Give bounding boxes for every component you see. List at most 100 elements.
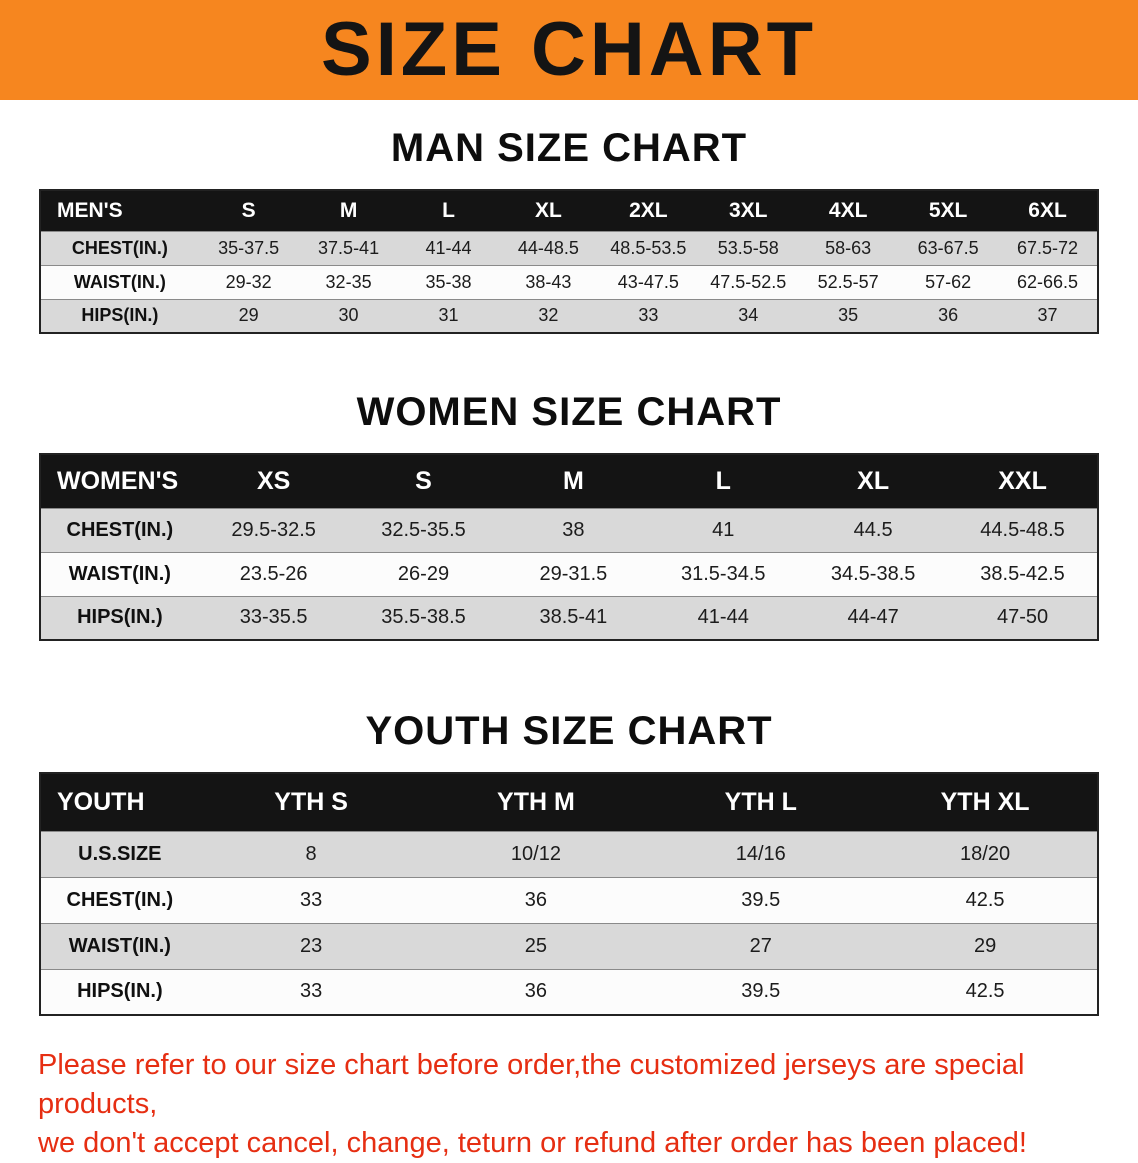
disclaimer: Please refer to our size chart before or… xyxy=(38,1046,1100,1163)
size-value-cell: 42.5 xyxy=(873,968,1098,1015)
size-value-cell: 33 xyxy=(198,968,424,1015)
size-column-header: YTH M xyxy=(423,773,649,831)
table-row: WAIST(IN.) 23 25 27 29 xyxy=(40,922,1098,969)
size-column-header: XL xyxy=(798,454,949,508)
size-value-cell: 63-67.5 xyxy=(898,230,999,265)
table-corner-label: MEN'S xyxy=(40,190,199,231)
size-table: YOUTH YTH S YTH M YTH L YTH XL U.S.SIZE 8 10/12… xyxy=(39,772,1099,1016)
size-value-cell: 39.5 xyxy=(648,968,874,1015)
size-value-cell: 38-43 xyxy=(498,264,599,299)
size-value-cell: 26-29 xyxy=(348,551,499,596)
table-row: CHEST(IN.) 29.5-32.5 32.5-35.5 38 41 44.5 44.5… xyxy=(40,507,1098,552)
size-section-1: WOMEN SIZE CHART WOMEN'S XS S M L XL XXL CHEST(I… xyxy=(0,390,1138,641)
size-section-2: YOUTH SIZE CHART YOUTH YTH S YTH M YTH L YTH … xyxy=(0,709,1138,1016)
table-header-row: MEN'S S M L XL 2XL 3XL 4XL 5XL 6XL xyxy=(40,190,1098,231)
table-row: U.S.SIZE 8 10/12 14/16 18/20 xyxy=(40,830,1098,877)
size-column-header: M xyxy=(298,190,399,231)
table-row: WAIST(IN.) 29-32 32-35 35-38 38-43 43-47.5 47.… xyxy=(40,264,1098,299)
row-label: CHEST(IN.) xyxy=(40,876,199,923)
size-column-header: 4XL xyxy=(798,190,899,231)
table-header-row: YOUTH YTH S YTH M YTH L YTH XL xyxy=(40,773,1098,831)
size-value-cell: 36 xyxy=(423,876,649,923)
size-value-cell: 48.5-53.5 xyxy=(598,230,699,265)
table-row: WAIST(IN.) 23.5-26 26-29 29-31.5 31.5-34.5 34… xyxy=(40,551,1098,596)
size-value-cell: 32-35 xyxy=(298,264,399,299)
table-row: HIPS(IN.) 33-35.5 35.5-38.5 38.5-41 41-44 44-… xyxy=(40,595,1098,640)
table-row: HIPS(IN.) 33 36 39.5 42.5 xyxy=(40,968,1098,1015)
size-value-cell: 29-32 xyxy=(198,264,299,299)
size-value-cell: 33 xyxy=(598,298,699,333)
size-value-cell: 67.5-72 xyxy=(998,230,1098,265)
row-label: CHEST(IN.) xyxy=(40,230,199,265)
row-label: HIPS(IN.) xyxy=(40,968,199,1015)
size-value-cell: 44-48.5 xyxy=(498,230,599,265)
section-title: WOMEN SIZE CHART xyxy=(356,390,782,434)
table-row: CHEST(IN.) 33 36 39.5 42.5 xyxy=(40,876,1098,923)
size-value-cell: 44.5-48.5 xyxy=(948,507,1098,552)
size-column-header: M xyxy=(498,454,649,508)
size-value-cell: 35-38 xyxy=(398,264,499,299)
size-value-cell: 58-63 xyxy=(798,230,899,265)
size-value-cell: 53.5-58 xyxy=(698,230,799,265)
size-value-cell: 29 xyxy=(198,298,299,333)
row-label: WAIST(IN.) xyxy=(40,922,199,969)
size-value-cell: 47.5-52.5 xyxy=(698,264,799,299)
size-value-cell: 52.5-57 xyxy=(798,264,899,299)
size-value-cell: 44.5 xyxy=(798,507,949,552)
page-title: SIZE CHART xyxy=(321,7,817,92)
size-value-cell: 29-31.5 xyxy=(498,551,649,596)
size-value-cell: 41-44 xyxy=(398,230,499,265)
row-label: HIPS(IN.) xyxy=(40,595,199,640)
size-value-cell: 10/12 xyxy=(423,830,649,877)
size-value-cell: 38.5-41 xyxy=(498,595,649,640)
banner: SIZE CHART xyxy=(0,0,1138,100)
size-value-cell: 29 xyxy=(873,922,1098,969)
size-value-cell: 29.5-32.5 xyxy=(198,507,349,552)
size-value-cell: 37.5-41 xyxy=(298,230,399,265)
size-value-cell: 41-44 xyxy=(648,595,799,640)
size-value-cell: 41 xyxy=(648,507,799,552)
size-value-cell: 25 xyxy=(423,922,649,969)
size-value-cell: 34.5-38.5 xyxy=(798,551,949,596)
table-corner-label: YOUTH xyxy=(40,773,199,831)
size-column-header: XXL xyxy=(948,454,1098,508)
table-row: CHEST(IN.) 35-37.5 37.5-41 41-44 44-48.5 48.5… xyxy=(40,230,1098,265)
size-value-cell: 36 xyxy=(423,968,649,1015)
size-chart-sections: MAN SIZE CHART MEN'S S M L XL 2XL 3XL 4XL 5XL 6XL C… xyxy=(0,126,1138,1016)
size-value-cell: 34 xyxy=(698,298,799,333)
size-value-cell: 30 xyxy=(298,298,399,333)
size-value-cell: 62-66.5 xyxy=(998,264,1098,299)
size-value-cell: 35.5-38.5 xyxy=(348,595,499,640)
size-value-cell: 38 xyxy=(498,507,649,552)
size-value-cell: 42.5 xyxy=(873,876,1098,923)
table-header-row: WOMEN'S XS S M L XL XXL xyxy=(40,454,1098,508)
size-column-header: 6XL xyxy=(998,190,1098,231)
size-column-header: S xyxy=(198,190,299,231)
section-title: YOUTH SIZE CHART xyxy=(365,709,773,753)
size-value-cell: 32.5-35.5 xyxy=(348,507,499,552)
size-value-cell: 23.5-26 xyxy=(198,551,349,596)
size-column-header: S xyxy=(348,454,499,508)
size-column-header: L xyxy=(648,454,799,508)
size-table: WOMEN'S XS S M L XL XXL CHEST(IN.) 29.5-32.5 32.5… xyxy=(39,453,1099,641)
row-label: WAIST(IN.) xyxy=(40,264,199,299)
disclaimer-line-1: Please refer to our size chart before or… xyxy=(38,1049,1025,1121)
size-column-header: L xyxy=(398,190,499,231)
size-value-cell: 8 xyxy=(198,830,424,877)
size-value-cell: 35-37.5 xyxy=(198,230,299,265)
size-column-header: YTH L xyxy=(648,773,874,831)
size-value-cell: 39.5 xyxy=(648,876,874,923)
size-value-cell: 36 xyxy=(898,298,999,333)
size-column-header: 3XL xyxy=(698,190,799,231)
row-label: U.S.SIZE xyxy=(40,830,199,877)
section-title: MAN SIZE CHART xyxy=(390,126,748,170)
size-value-cell: 57-62 xyxy=(898,264,999,299)
size-value-cell: 35 xyxy=(798,298,899,333)
size-column-header: XL xyxy=(498,190,599,231)
size-value-cell: 43-47.5 xyxy=(598,264,699,299)
size-column-header: YTH S xyxy=(198,773,424,831)
table-corner-label: WOMEN'S xyxy=(40,454,199,508)
size-value-cell: 32 xyxy=(498,298,599,333)
row-label: HIPS(IN.) xyxy=(40,298,199,333)
